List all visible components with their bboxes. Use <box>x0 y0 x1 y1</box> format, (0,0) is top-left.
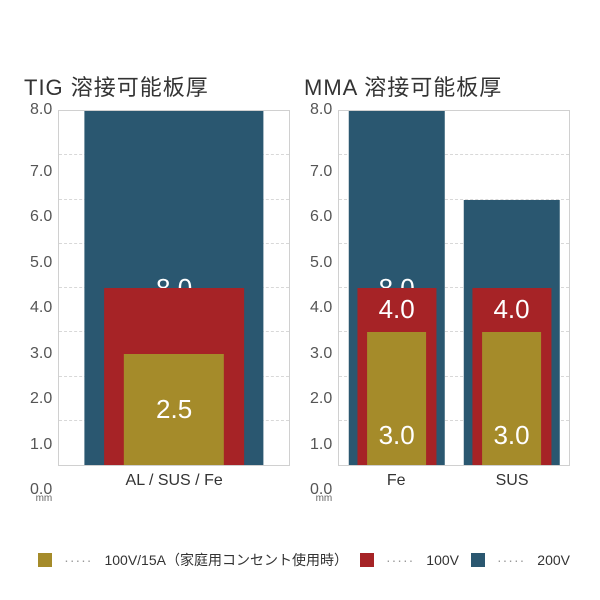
mm-unit-label: mm <box>316 493 333 504</box>
plot-wrap: 8.07.06.05.04.03.02.01.00.0mm8.04.02.5AL… <box>30 110 290 490</box>
y-tick: 2.0 <box>310 391 332 407</box>
y-tick: 3.0 <box>30 346 52 362</box>
legend: ····· 100V/15A（家庭用コンセント使用時） ····· 100V ·····… <box>38 550 570 570</box>
chart-0: TIG 溶接可能板厚8.07.06.05.04.03.02.01.00.0mm8… <box>30 70 290 490</box>
bar-series_a: 3.0 <box>367 332 427 465</box>
chart-title: MMA 溶接可能板厚 <box>304 70 570 102</box>
x-tick: Fe <box>348 472 445 490</box>
bar-groups: 8.04.02.5 <box>59 111 289 465</box>
x-axis: Fe SUS <box>338 472 570 490</box>
y-tick: 2.0 <box>30 391 52 407</box>
plot-wrap: 8.07.06.05.04.03.02.01.00.0mm8.04.03.06.… <box>310 110 570 490</box>
legend-swatch <box>360 553 374 567</box>
y-tick: 5.0 <box>30 255 52 271</box>
legend-separator: ····· <box>386 552 414 568</box>
y-tick: 6.0 <box>30 209 52 225</box>
legend-swatch <box>38 553 52 567</box>
legend-separator: ····· <box>64 552 92 568</box>
legend-separator: ····· <box>497 552 525 568</box>
legend-label: 200V <box>537 552 570 568</box>
y-axis: 8.07.06.05.04.03.02.01.00.0mm <box>30 110 58 490</box>
bar-group: 6.04.03.0 <box>463 111 559 465</box>
y-tick: 8.0 <box>30 102 52 118</box>
bar-group: 8.04.03.0 <box>348 111 444 465</box>
legend-label: 100V/15A（家庭用コンセント使用時） <box>104 550 348 570</box>
chart-title: TIG 溶接可能板厚 <box>24 70 290 102</box>
x-axis: AL / SUS / Fe <box>58 472 290 490</box>
bar-groups: 8.04.03.06.04.03.0 <box>339 111 569 465</box>
y-tick: 6.0 <box>310 209 332 225</box>
x-tick: SUS <box>463 472 560 490</box>
bar-value-label: 2.5 <box>156 394 192 425</box>
bar-series_a: 2.5 <box>124 354 224 465</box>
legend-label: 100V <box>426 552 459 568</box>
y-tick: 4.0 <box>30 300 52 316</box>
bar-value-label: 4.0 <box>379 294 415 325</box>
y-tick: 7.0 <box>30 164 52 180</box>
y-tick: 1.0 <box>310 437 332 453</box>
bar-series_a: 3.0 <box>482 332 542 465</box>
legend-swatch <box>471 553 485 567</box>
x-tick: AL / SUS / Fe <box>84 472 265 490</box>
y-tick: 5.0 <box>310 255 332 271</box>
y-axis: 8.07.06.05.04.03.02.01.00.0mm <box>310 110 338 490</box>
bar-value-label: 4.0 <box>493 294 529 325</box>
y-tick: 3.0 <box>310 346 332 362</box>
mm-unit-label: mm <box>36 493 53 504</box>
y-tick: 8.0 <box>310 102 332 118</box>
bar-value-label: 3.0 <box>493 420 529 451</box>
bar-group: 8.04.02.5 <box>85 111 264 465</box>
chart-1: MMA 溶接可能板厚8.07.06.05.04.03.02.01.00.0mm8… <box>310 70 570 490</box>
plot-area: 8.04.03.06.04.03.0 <box>338 110 570 466</box>
bar-value-label: 3.0 <box>379 420 415 451</box>
y-tick: 4.0 <box>310 300 332 316</box>
charts-row: TIG 溶接可能板厚8.07.06.05.04.03.02.01.00.0mm8… <box>30 70 570 490</box>
plot-area: 8.04.02.5 <box>58 110 290 466</box>
y-tick: 1.0 <box>30 437 52 453</box>
y-tick: 7.0 <box>310 164 332 180</box>
